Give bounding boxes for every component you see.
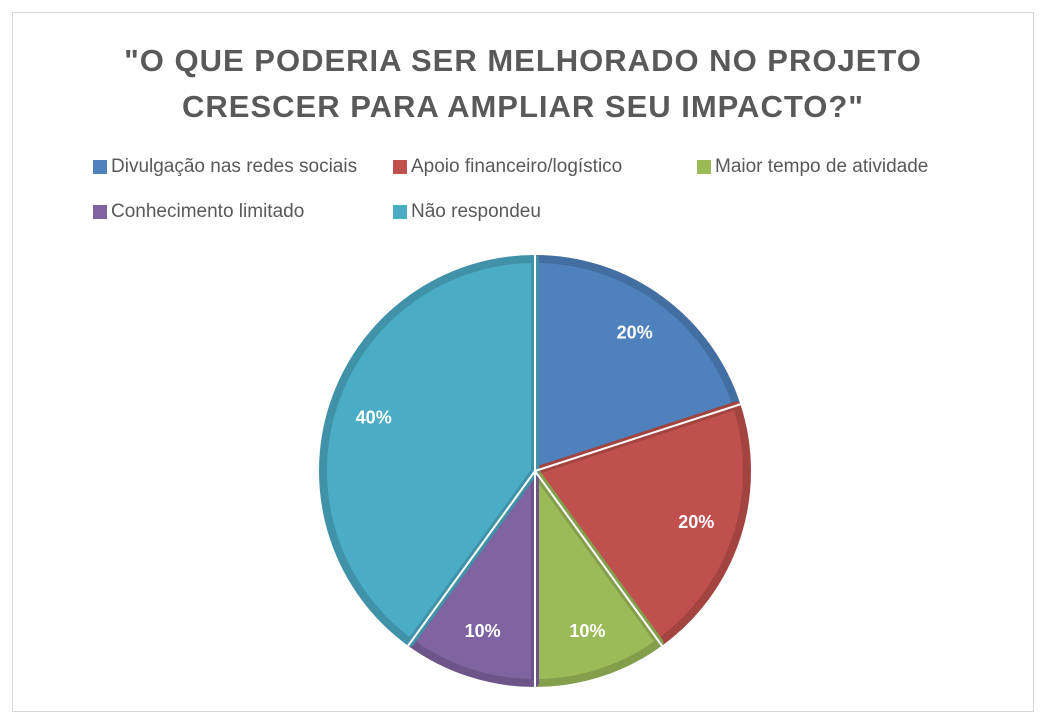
legend-label: Divulgação nas redes sociais [111, 156, 357, 177]
slice-separator [407, 470, 536, 647]
slice-separator [534, 403, 741, 472]
legend-swatch [93, 205, 107, 219]
legend-swatch [93, 160, 107, 174]
pie-slice [406, 467, 539, 687]
pie-slice [531, 401, 751, 647]
legend-swatch [697, 160, 711, 174]
data-label: 40% [356, 407, 392, 427]
legend-label: Não respondeu [411, 201, 541, 222]
data-label: 20% [678, 512, 714, 532]
data-label: 10% [569, 621, 605, 641]
legend-swatch [393, 160, 407, 174]
pie-slice [319, 255, 539, 647]
data-label: 20% [617, 323, 653, 343]
legend-label: Maior tempo de atividade [715, 156, 928, 177]
legend-swatch [393, 205, 407, 219]
legend-label: Apoio financeiro/logístico [411, 156, 622, 177]
legend-label: Conhecimento limitado [111, 201, 304, 222]
pie-slice [531, 467, 664, 687]
data-label: 10% [465, 621, 501, 641]
slice-separator [534, 470, 663, 647]
chart-title: "O QUE PODERIA SER MELHORADO NO PROJETO … [124, 43, 922, 124]
